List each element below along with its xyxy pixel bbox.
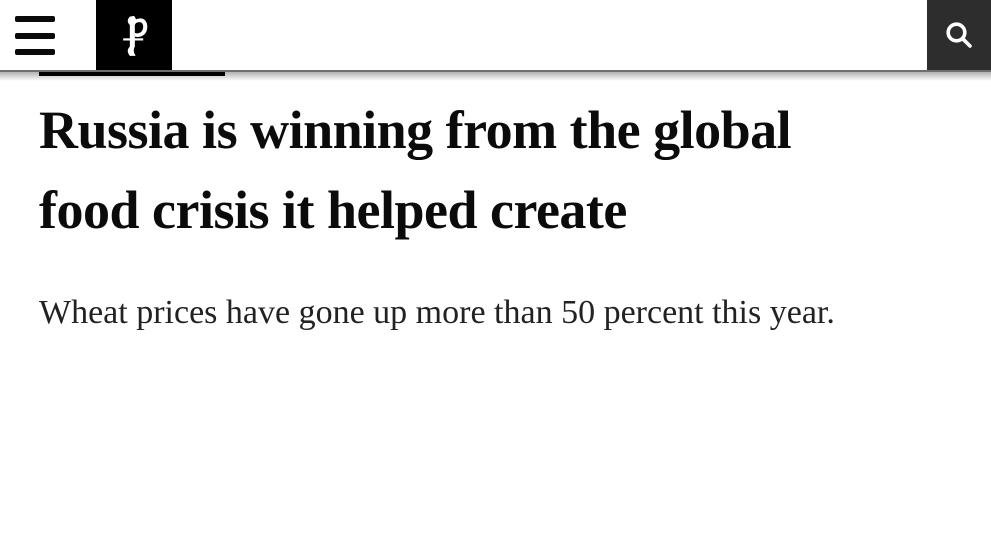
publication-logo[interactable]: [96, 0, 172, 70]
hamburger-icon: [15, 49, 55, 55]
hamburger-icon: [15, 16, 55, 22]
blackletter-p-logo-icon: [123, 15, 148, 56]
hamburger-icon: [15, 32, 55, 39]
site-header: [0, 0, 991, 70]
header-accent-bar: [39, 72, 225, 76]
article-headline: Russia is winning from the global food c…: [39, 100, 792, 240]
search-button[interactable]: [927, 0, 991, 70]
search-icon: [946, 22, 972, 48]
article-content: Russia is winning from the global food c…: [0, 90, 991, 350]
menu-button[interactable]: [15, 16, 55, 55]
header-shadow: [0, 72, 991, 81]
article-subtitle: Wheat prices have gone up more than 50 p…: [39, 294, 835, 331]
header-divider: [0, 70, 991, 72]
